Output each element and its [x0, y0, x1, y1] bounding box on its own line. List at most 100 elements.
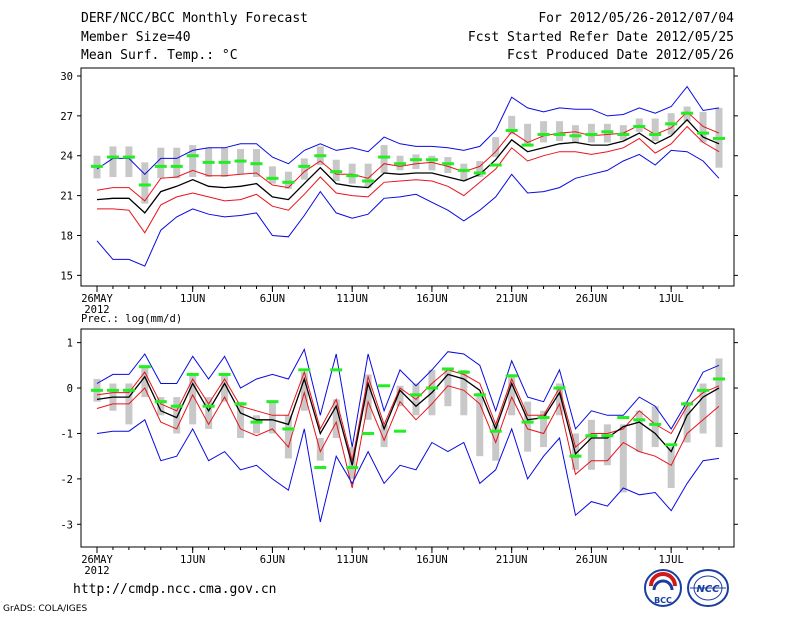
- variable-label: Mean Surf. Temp.: °C: [81, 48, 238, 63]
- spread-box: [508, 115, 516, 135]
- series-line-p75: [96, 369, 720, 461]
- mean-marker: [394, 162, 407, 166]
- panel-title: Prec.: log(mm/d): [81, 313, 182, 325]
- spread-box: [173, 147, 181, 179]
- mean-marker: [457, 168, 470, 172]
- spread-box: [715, 358, 723, 448]
- mean-marker: [425, 386, 438, 390]
- mean-marker: [138, 183, 151, 187]
- y-tick-label: -3: [60, 519, 73, 531]
- mean-marker: [681, 111, 694, 115]
- spread-box: [380, 145, 388, 174]
- source-url[interactable]: http://cmdp.ncc.cma.gov.cn: [73, 582, 277, 597]
- spread-box: [524, 401, 532, 452]
- x-tick-label: 11JUN: [336, 293, 368, 305]
- grads-credit: GrADS: COLA/IGES: [3, 604, 88, 614]
- spread-box: [619, 125, 627, 140]
- mean-marker: [665, 443, 678, 447]
- y-tick-label: 27: [60, 111, 73, 123]
- spread-box: [667, 447, 675, 488]
- spread-box: [444, 369, 452, 407]
- year-label: 2012: [84, 304, 109, 316]
- mean-marker: [202, 160, 215, 164]
- mean-marker: [681, 402, 694, 406]
- mean-marker: [362, 179, 375, 183]
- y-tick-label: 1: [67, 338, 73, 350]
- mean-marker: [378, 384, 391, 388]
- spread-box: [540, 121, 548, 143]
- y-tick-label: -2: [60, 474, 73, 486]
- spread-box: [587, 419, 595, 470]
- spread-box: [476, 392, 484, 457]
- mean-marker: [633, 124, 646, 128]
- spread-box: [189, 374, 197, 425]
- spread-box: [619, 424, 627, 493]
- mean-marker: [473, 393, 486, 397]
- spread-box: [157, 147, 165, 179]
- x-tick-label: 1JUN: [180, 554, 205, 566]
- spread-box: [460, 369, 468, 416]
- mean-marker: [378, 155, 391, 159]
- mean-marker: [521, 420, 534, 424]
- ncc-logo-text: NCC: [696, 584, 720, 595]
- mean-marker: [585, 434, 598, 438]
- mean-marker: [457, 370, 470, 374]
- series-line-median: [96, 373, 720, 466]
- mean-marker: [633, 418, 646, 422]
- bcc-logo-text: BCC: [654, 596, 672, 605]
- mean-marker: [154, 400, 167, 404]
- year-label: 2012: [84, 565, 109, 577]
- mean-marker: [282, 180, 295, 184]
- mean-marker: [649, 422, 662, 426]
- mean-marker: [218, 372, 231, 376]
- mean-marker: [346, 466, 359, 470]
- mean-marker: [617, 132, 630, 136]
- spread-box: [603, 424, 611, 466]
- mean-marker: [330, 368, 343, 372]
- spread-box: [300, 158, 308, 180]
- mean-marker: [409, 393, 422, 397]
- spread-box: [524, 123, 532, 146]
- y-tick-label: 18: [60, 230, 73, 242]
- plot-frame: [80, 67, 735, 287]
- x-tick-label: 26MAY: [81, 293, 113, 305]
- mean-marker: [234, 402, 247, 406]
- mean-marker: [282, 427, 295, 431]
- ncc-logo: NCC: [687, 569, 729, 607]
- spread-box: [699, 383, 707, 434]
- x-tick-label: 21JUN: [496, 293, 528, 305]
- mean-marker: [665, 122, 678, 126]
- started-refer-date-label: Fcst Started Refer Date 2012/05/25: [467, 30, 734, 45]
- x-tick-label: 21JUN: [496, 554, 528, 566]
- spread-box: [540, 410, 548, 448]
- spread-box: [635, 410, 643, 452]
- mean-marker: [362, 431, 375, 435]
- spread-box: [396, 385, 404, 407]
- mean-marker: [330, 170, 343, 174]
- mean-marker: [91, 164, 103, 168]
- spread-box: [332, 399, 340, 438]
- mean-marker: [473, 171, 486, 175]
- spread-box: [284, 171, 292, 189]
- spread-box: [492, 137, 500, 158]
- mean-marker: [250, 420, 263, 424]
- spread-box: [380, 424, 388, 448]
- x-tick-label: 6JUN: [260, 293, 285, 305]
- panel-temperature: 15 18 21 24 27 30 26MAY 1JUN 6JUN 11JUN 16JUN 21JUN…: [60, 67, 738, 316]
- series-line-median: [96, 118, 720, 214]
- mean-marker: [186, 154, 199, 158]
- mean-marker: [314, 466, 327, 470]
- mean-marker: [713, 136, 725, 140]
- mean-marker: [154, 164, 167, 168]
- spread-box: [268, 166, 276, 184]
- spread-box: [364, 374, 372, 420]
- mean-marker: [218, 160, 231, 164]
- mean-marker: [170, 164, 183, 168]
- x-tick-label: 11JUN: [336, 554, 368, 566]
- mean-marker: [537, 132, 550, 136]
- x-tick-label: 1JUL: [659, 554, 684, 566]
- spread-box: [348, 163, 356, 184]
- spread-box: [141, 367, 149, 398]
- mean-marker: [266, 400, 279, 404]
